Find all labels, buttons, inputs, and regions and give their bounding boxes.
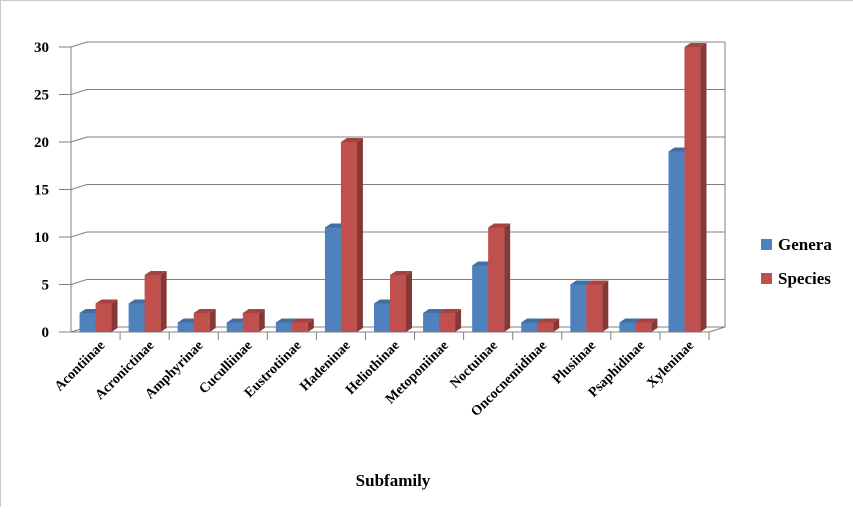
bar-species [242, 309, 265, 332]
y-tick-label: 20 [34, 135, 49, 151]
x-tick-label: Plusiinae [550, 338, 599, 387]
bar-side [307, 318, 314, 332]
bar-top [95, 299, 118, 304]
bar-front [668, 151, 685, 332]
bar-side [700, 43, 707, 332]
y-tick-label: 5 [42, 278, 50, 294]
bar-front [374, 303, 390, 332]
bar-top [537, 318, 560, 323]
bar-side [651, 318, 658, 332]
bar-side [209, 309, 216, 332]
bar-top [619, 318, 642, 323]
gridline-depth [70, 231, 88, 238]
bar-front [340, 142, 357, 332]
bar-species [488, 223, 511, 332]
x-tick-label: Xyleninae [644, 338, 697, 391]
bar-species [390, 271, 412, 332]
x-axis-title: Subfamily [356, 471, 431, 490]
bar-front [95, 303, 112, 332]
bar-front [242, 313, 259, 332]
bar-side [160, 271, 167, 332]
bar-species [439, 309, 462, 332]
bar-top [193, 309, 216, 313]
bar-front [439, 313, 456, 332]
y-tick-label: 30 [34, 40, 49, 56]
bar-front [291, 322, 308, 332]
bar-species [340, 138, 363, 332]
bar-species [193, 309, 216, 332]
bar-front [79, 313, 96, 332]
bar-top [439, 309, 462, 313]
bar-front [570, 284, 587, 332]
bar-top [144, 271, 167, 275]
bar-top [586, 280, 609, 285]
bar-front [488, 227, 505, 332]
bar-front [324, 227, 341, 332]
legend-label-genera: Genera [778, 235, 832, 254]
bar-top [423, 309, 446, 313]
bar-front [275, 322, 292, 332]
bar-species [684, 43, 707, 332]
bar-top [340, 138, 363, 142]
gridline-depth [70, 136, 88, 143]
legend: Genera Species [761, 235, 832, 288]
bar-front [635, 322, 652, 332]
bar-front [537, 322, 554, 332]
legend-swatch-species [761, 273, 772, 284]
bar-front [144, 275, 161, 332]
bar-side [356, 138, 363, 332]
bar-front [226, 322, 243, 332]
bar-top [275, 318, 298, 323]
gridline-depth [70, 41, 88, 48]
legend-label-species: Species [778, 269, 831, 288]
bar-front [423, 313, 440, 332]
bar-front [128, 303, 145, 332]
bar-top [488, 223, 511, 228]
floor-edge [708, 326, 726, 333]
bars [79, 43, 707, 332]
bar-side [258, 309, 265, 332]
bar-front [586, 284, 603, 332]
bar-side [504, 223, 511, 332]
bar-front [193, 313, 210, 332]
bar-top [521, 318, 544, 323]
bar-species [537, 318, 560, 332]
bar-top [242, 309, 265, 313]
bar-front [390, 275, 406, 332]
bar-front [521, 322, 538, 332]
gridline-depth [70, 89, 88, 95]
bar-top [635, 318, 658, 323]
bar-side [602, 280, 609, 332]
bar-top [570, 280, 593, 285]
legend-swatch-genera [761, 239, 772, 250]
bar-front [472, 265, 489, 332]
bar-front [177, 322, 194, 332]
bar-species [635, 318, 658, 332]
bar-species [144, 271, 167, 332]
gridline-depth [70, 184, 88, 190]
y-tick-label: 10 [34, 230, 49, 246]
bar-top [684, 43, 707, 47]
bar-side [111, 299, 118, 332]
tick-labels: 051015202530AcontiinaeAcronictinaeAmphyr… [34, 40, 697, 420]
bar-side [406, 271, 412, 332]
bar-species [95, 299, 118, 332]
bar-species [291, 318, 314, 332]
bar-side [553, 318, 560, 332]
y-tick-label: 25 [34, 88, 49, 104]
bar-side [455, 309, 462, 332]
bar-front [684, 47, 701, 332]
bar-species [586, 280, 609, 332]
y-tick-label: 15 [34, 183, 49, 199]
bar-top [291, 318, 314, 323]
bar-front [619, 322, 636, 332]
gridline-depth [70, 279, 88, 285]
bar-top [390, 271, 412, 275]
y-tick-label: 0 [42, 325, 50, 341]
